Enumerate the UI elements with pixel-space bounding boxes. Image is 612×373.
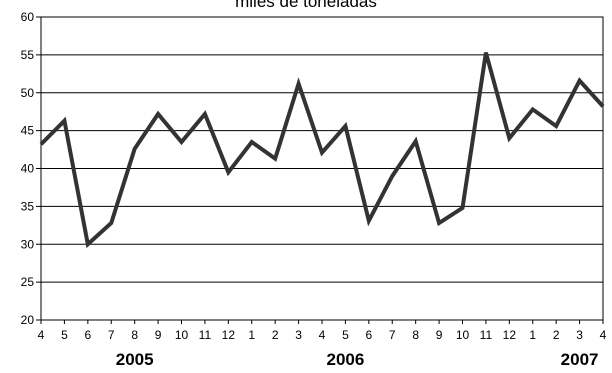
data-point (507, 136, 511, 140)
data-point (414, 139, 418, 143)
x-tick-label: 5 (342, 328, 349, 342)
y-tick-label: 60 (21, 10, 35, 24)
data-point (601, 104, 605, 108)
data-point (390, 174, 394, 178)
gridlines (41, 16, 603, 321)
series-line (39, 52, 605, 249)
x-tick-label: 10 (456, 328, 470, 342)
x-tick-label: 6 (365, 328, 372, 342)
x-tick-label: 1 (529, 328, 536, 342)
x-tick-label: 5 (61, 328, 68, 342)
x-tick-label: 10 (175, 328, 189, 342)
y-tick-label: 35 (21, 199, 35, 213)
x-tick-label: 8 (131, 328, 138, 342)
x-tick-label: 3 (295, 328, 302, 342)
y-tick-label: 20 (21, 313, 35, 327)
y-tick-label: 55 (21, 48, 35, 62)
data-point (554, 124, 558, 128)
data-point (250, 140, 254, 144)
data-point (367, 219, 371, 223)
data-point (297, 82, 301, 86)
data-point (62, 119, 66, 123)
x-tick-label: 1 (248, 328, 255, 342)
y-tick-label: 45 (21, 124, 35, 138)
year-label: 2007 (561, 350, 599, 369)
year-label: 2005 (116, 350, 154, 369)
x-tick-label: 7 (108, 328, 115, 342)
data-point (320, 151, 324, 155)
x-tick-label: 4 (600, 328, 607, 342)
data-point (109, 221, 113, 225)
data-point (203, 112, 207, 116)
data-point (437, 221, 441, 225)
x-tick-label: 12 (503, 328, 517, 342)
data-point (484, 51, 488, 55)
data-point (133, 147, 137, 151)
x-tick-label: 11 (199, 328, 212, 342)
y-tick-label: 40 (21, 162, 35, 176)
data-point (86, 242, 90, 246)
y-tick-label: 50 (21, 86, 35, 100)
year-labels: 2005 2006 2007 (116, 350, 599, 369)
data-point (39, 142, 43, 146)
x-tick-label: 4 (38, 328, 45, 342)
y-tick-label: 30 (21, 237, 35, 251)
y-tick-label: 25 (21, 275, 35, 289)
year-label: 2006 (327, 350, 365, 369)
data-point (578, 79, 582, 83)
data-point (226, 170, 230, 174)
data-point (343, 124, 347, 128)
data-point (531, 107, 535, 111)
x-tick-label: 3 (576, 328, 583, 342)
chart-title: miles de toneladas (235, 0, 377, 11)
x-tick-label: 2 (553, 328, 560, 342)
x-tick-label: 4 (319, 328, 326, 342)
x-tick-label: 12 (222, 328, 236, 342)
x-axis-ticks: 4 5 6 7 8 9 10 11 12 1 2 3 4 5 6 7 8 9 10 11 12 1 2 3 4 (38, 320, 607, 342)
x-tick-label: 2 (272, 328, 279, 342)
x-tick-label: 8 (412, 328, 419, 342)
x-tick-label: 9 (155, 328, 162, 342)
x-tick-label: 9 (436, 328, 443, 342)
data-point (156, 112, 160, 116)
data-point (273, 157, 277, 161)
y-axis-ticks: 20 25 30 35 40 45 50 55 60 (21, 10, 41, 327)
x-tick-label: 11 (480, 328, 493, 342)
x-tick-label: 7 (389, 328, 396, 342)
x-tick-label: 6 (84, 328, 91, 342)
data-point (461, 206, 465, 210)
data-point (180, 140, 184, 144)
